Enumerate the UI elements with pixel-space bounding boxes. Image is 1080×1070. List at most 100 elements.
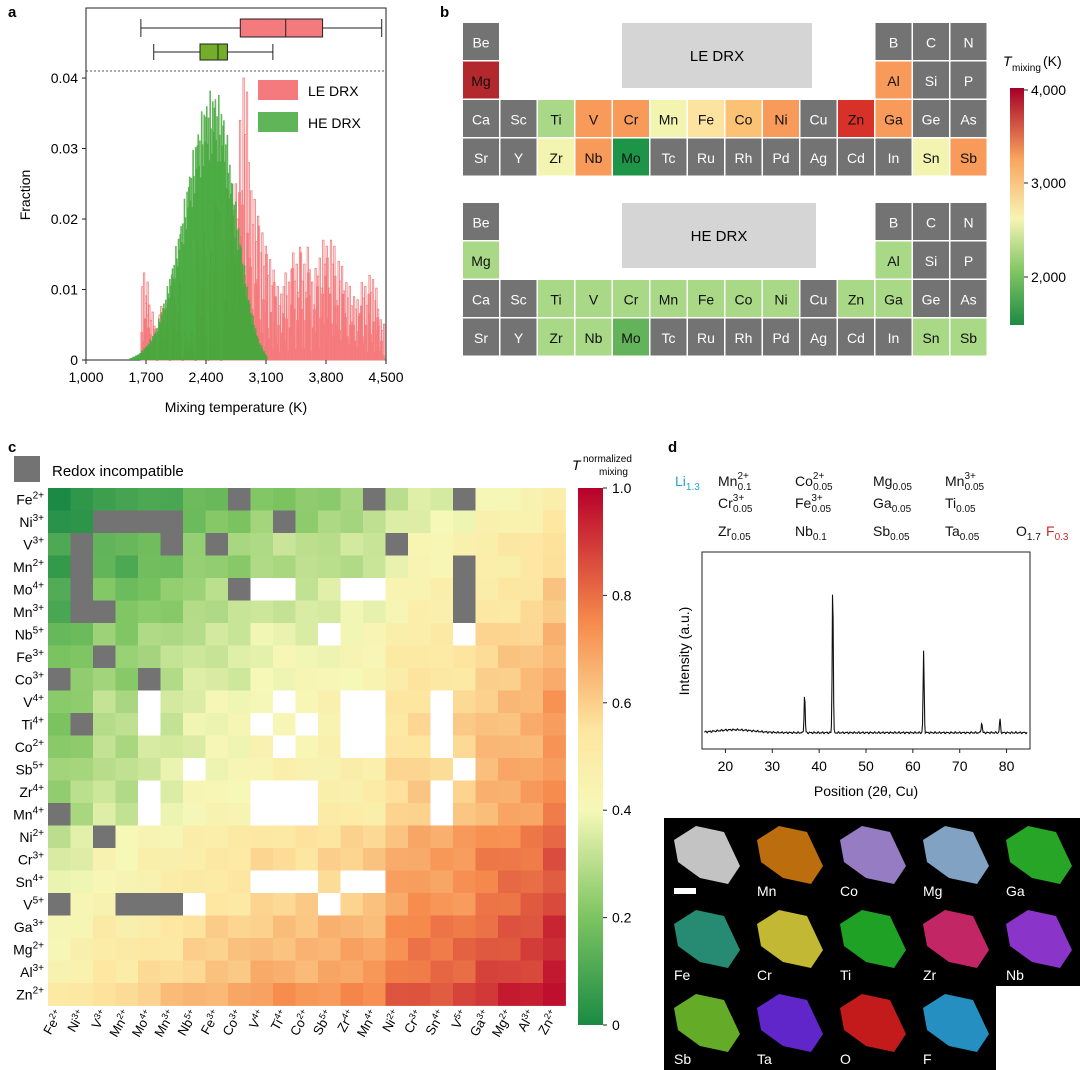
row-label-ion: Co2+ <box>15 738 44 755</box>
heatmap-cell <box>453 668 476 691</box>
he-bar <box>211 153 213 360</box>
heatmap-cell <box>340 825 364 849</box>
heatmap-cell <box>93 983 116 1006</box>
element-cell-ca <box>463 100 499 137</box>
element-cell-in <box>875 318 912 356</box>
heatmap-cell <box>543 735 566 759</box>
panel-label-d: d <box>668 439 677 456</box>
row-label-ion: Ga3+ <box>14 918 44 935</box>
element-symbol: P <box>964 253 973 269</box>
row-label-ion: Sn4+ <box>15 873 44 890</box>
heatmap-cell <box>520 893 544 916</box>
cbar-b-tick-2000: 2,000 <box>1031 269 1066 285</box>
heatmap-cell <box>93 960 116 984</box>
element-cell-rh <box>725 318 762 356</box>
heatmap-cell <box>340 983 364 1006</box>
col-label-ion: Ni2+ <box>378 1007 403 1035</box>
heatmap-cell <box>48 555 71 579</box>
heatmap-cell <box>70 488 94 511</box>
heatmap-cell <box>340 915 364 939</box>
element-cell-ag <box>800 318 837 356</box>
xrd-x-tick-label: 60 <box>905 758 921 774</box>
he-bar <box>206 106 208 360</box>
x-tick-label: 1,700 <box>128 369 163 385</box>
col-label-ion: Mn2+ <box>105 1007 133 1040</box>
heatmap-cell <box>408 645 431 669</box>
heatmap-cell <box>520 983 544 1006</box>
heatmap-cell <box>70 870 94 894</box>
heatmap-cell <box>48 533 71 556</box>
heatmap-cell <box>183 623 206 646</box>
heatmap-cell <box>318 915 341 939</box>
element-symbol: Sn <box>922 330 939 346</box>
he-bar <box>145 347 147 360</box>
heatmap-cell <box>340 938 364 961</box>
heatmap-cell <box>340 488 364 511</box>
element-symbol: Cd <box>847 330 865 346</box>
element-cell-cd <box>838 138 874 176</box>
heatmap-cell <box>250 668 274 691</box>
heatmap-cell <box>228 555 251 579</box>
heatmap-cell <box>228 983 251 1006</box>
element-symbol: Co <box>735 111 753 127</box>
heatmap-cell <box>93 668 116 691</box>
heatmap-cell <box>115 488 139 511</box>
he-bar <box>229 164 231 360</box>
heatmap-cell <box>295 488 319 511</box>
heatmap-cell <box>453 690 476 714</box>
row-label-ion: Ni3+ <box>19 513 44 530</box>
heatmap-cell <box>318 825 341 849</box>
element-symbol: Si <box>925 73 937 89</box>
heatmap-cell <box>430 938 454 961</box>
heatmap-cell <box>160 893 184 916</box>
heatmap-cell <box>228 870 251 894</box>
cbar-c-tick-label: 0.4 <box>612 802 632 818</box>
formula-component: Sb0.05 <box>873 523 910 543</box>
he-bar <box>181 242 183 360</box>
element-cell-sb <box>950 138 987 176</box>
cbar-b-unit: (K) <box>1043 53 1062 69</box>
heatmap-cell <box>250 690 274 714</box>
heatmap-cell <box>520 510 544 534</box>
xrd-x-tick-label: 80 <box>999 758 1015 774</box>
he-bar <box>131 357 133 360</box>
heatmap-cell <box>273 735 296 759</box>
he-bar <box>147 343 150 360</box>
heatmap-cell <box>295 870 319 894</box>
col-label-ion: Fe2+ <box>39 1007 66 1037</box>
element-cell-ni <box>763 100 799 137</box>
heatmap-cell <box>318 870 341 894</box>
heatmap-cell <box>205 983 229 1006</box>
heatmap-cell <box>250 915 274 939</box>
heatmap-cell <box>250 893 274 916</box>
heatmap-cell <box>295 668 319 691</box>
heatmap-cell <box>205 848 229 871</box>
heatmap-cell <box>385 983 409 1006</box>
element-cell-cu <box>800 280 837 317</box>
formula-component: Mn2+ 0.1 <box>718 471 752 493</box>
x-tick-label: 2,400 <box>188 369 223 385</box>
heatmap-cell <box>318 758 341 781</box>
heatmap-cell <box>160 623 184 646</box>
element-symbol: Mo <box>621 330 641 346</box>
element-symbol: Ag <box>810 330 827 346</box>
heatmap-cell <box>228 780 251 804</box>
heatmap-cell <box>408 848 431 871</box>
legend-swatch-le <box>258 80 298 100</box>
element-symbol: Ga <box>884 291 903 307</box>
element-cell-n <box>950 23 987 60</box>
heatmap-cell <box>295 555 319 579</box>
heatmap-cell <box>498 870 521 894</box>
heatmap-cell <box>250 758 274 781</box>
heatmap-cell <box>115 915 139 939</box>
heatmap-cell <box>273 825 296 849</box>
heatmap-cell <box>543 510 566 534</box>
heatmap-cell <box>115 780 139 804</box>
element-symbol: Ru <box>697 150 715 166</box>
edx-map-particle <box>840 826 906 884</box>
heatmap-cell <box>295 578 319 601</box>
he-bar <box>261 348 264 360</box>
heatmap-cell <box>385 758 409 781</box>
element-cell-mn <box>650 280 687 317</box>
heatmap-cell <box>430 960 454 984</box>
